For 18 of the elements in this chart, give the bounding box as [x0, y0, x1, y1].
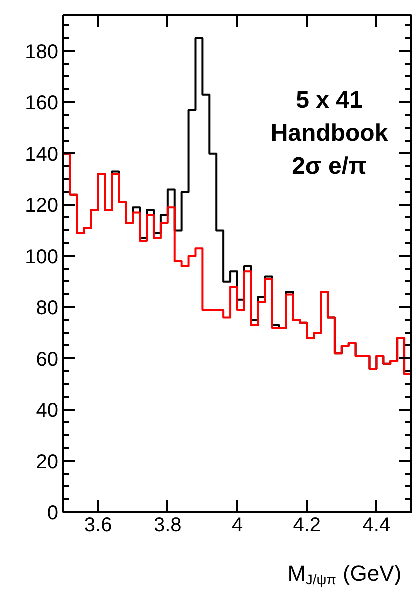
y-tick-label: 120: [25, 195, 59, 218]
x-tick-label: 3.8: [154, 514, 182, 536]
annotation: 5 x 41: [296, 87, 363, 114]
x-tick-label: 4.4: [362, 514, 391, 536]
y-tick-label: 40: [36, 400, 59, 422]
annotation: 2σ e/π: [292, 153, 367, 180]
x-tick-label: 4.2: [293, 514, 322, 536]
y-tick-label: 80: [36, 298, 59, 320]
y-tick-label: 60: [36, 348, 59, 371]
y-tick-label: 180: [25, 41, 59, 64]
y-tick-label: 20: [36, 451, 59, 474]
annotation: Handbook: [270, 120, 389, 147]
y-tick-label: 140: [25, 144, 59, 166]
y-tick-label: 100: [25, 246, 59, 268]
x-tick-label: 3.6: [84, 514, 112, 536]
y-tick-label: 0: [47, 502, 58, 524]
y-tick-label: 160: [25, 92, 59, 115]
x-tick-label: 4: [232, 514, 244, 536]
